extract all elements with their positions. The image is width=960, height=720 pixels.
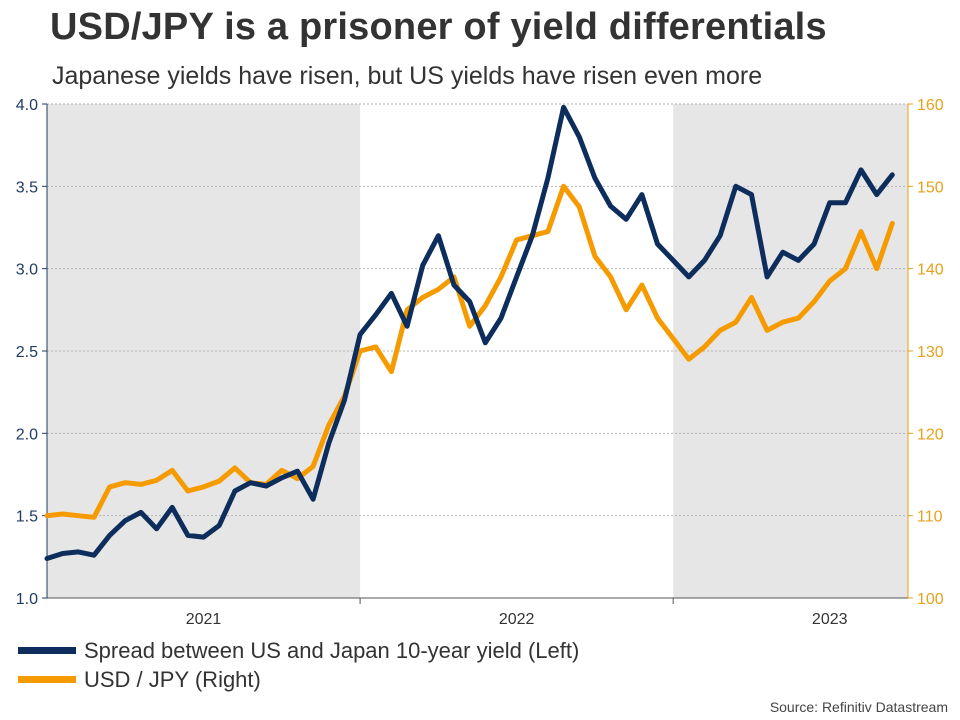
right-tick-label-160: 160 [917, 97, 944, 114]
series-line-usdjpy [44, 183, 895, 520]
legend-swatch-spread [18, 647, 76, 654]
left-tick-label-1.0: 1.0 [16, 591, 38, 608]
left-tick-label-4.0: 4.0 [16, 97, 38, 114]
source-note: Source: Refinitiv Datastream [769, 699, 948, 715]
right-tick-label-100: 100 [917, 591, 944, 608]
left-tick-label-3.5: 3.5 [16, 179, 38, 196]
legend-swatch-usdjpy [18, 676, 76, 683]
right-tick-label-150: 150 [917, 179, 944, 196]
chart-legend: Spread between US and Japan 10-year yiel… [18, 636, 579, 694]
chart-subtitle: Japanese yields have risen, but US yield… [52, 62, 763, 90]
right-tick-label-130: 130 [917, 344, 944, 361]
legend-label-spread: Spread between US and Japan 10-year yiel… [84, 637, 580, 663]
right-tick-label-110: 110 [917, 509, 943, 526]
legend-item-spread: Spread between US and Japan 10-year yiel… [18, 636, 579, 665]
left-tick-label-3.0: 3.0 [16, 262, 38, 279]
x-tick-label-2021: 2021 [186, 611, 222, 628]
left-tick-label-2.0: 2.0 [16, 426, 38, 443]
chart-title: USD/JPY is a prisoner of yield different… [50, 6, 827, 48]
legend-item-usdjpy: USD / JPY (Right) [18, 665, 579, 694]
x-tick-label-2023: 2023 [812, 611, 848, 628]
x-tick-label-2022: 2022 [499, 611, 535, 628]
left-tick-label-1.5: 1.5 [16, 509, 38, 526]
series-line-spread [44, 104, 895, 561]
right-tick-label-120: 120 [917, 426, 944, 443]
right-tick-label-140: 140 [917, 262, 944, 279]
left-tick-label-2.5: 2.5 [16, 344, 38, 361]
legend-label-usdjpy: USD / JPY (Right) [84, 666, 261, 692]
